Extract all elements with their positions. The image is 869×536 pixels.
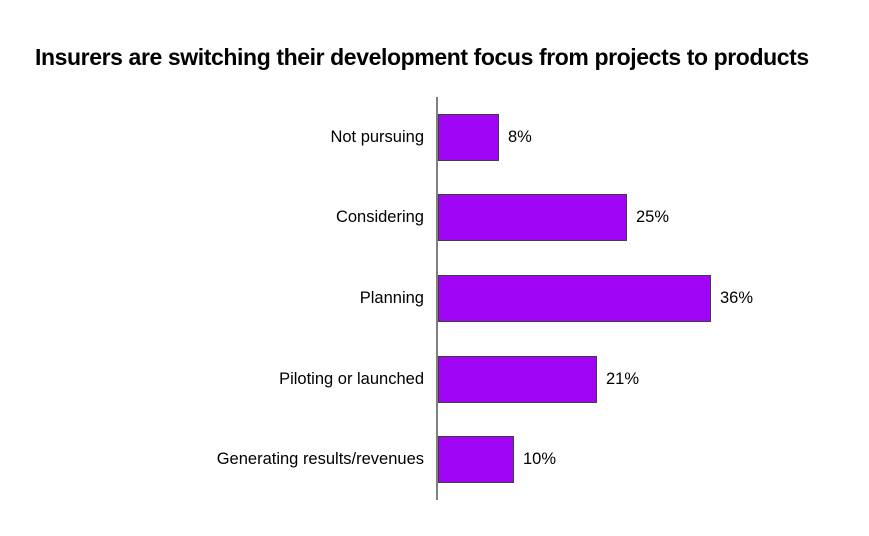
bar-row: Generating results/revenues 10% <box>0 419 869 500</box>
bar-rows: Not pursuing 8% Considering 25% Planning 36% P… <box>0 97 869 500</box>
bar-row: Not pursuing 8% <box>0 97 869 178</box>
value-label: 10% <box>523 450 557 469</box>
category-label: Generating results/revenues <box>216 450 424 469</box>
bar-track: 36% <box>438 274 869 322</box>
bar <box>438 355 597 403</box>
bar <box>438 274 711 322</box>
bar-track: 21% <box>438 355 869 403</box>
value-label: 21% <box>606 369 640 388</box>
category-label: Planning <box>359 288 424 307</box>
bar-track: 10% <box>438 436 869 484</box>
bar-track: 25% <box>438 194 869 242</box>
value-label: 36% <box>720 288 754 307</box>
category-label: Not pursuing <box>330 127 424 146</box>
bar <box>438 436 514 484</box>
category-label: Piloting or launched <box>279 369 424 388</box>
bar-row: Considering 25% <box>0 178 869 259</box>
value-label: 8% <box>508 127 532 146</box>
chart-title: Insurers are switching their development… <box>35 44 809 70</box>
bar-track: 8% <box>438 113 869 161</box>
plot-area: Not pursuing 8% Considering 25% Planning 36% P… <box>0 97 869 500</box>
category-label: Considering <box>335 208 424 227</box>
bar <box>438 194 627 242</box>
bar <box>438 113 499 161</box>
bar-row: Piloting or launched 21% <box>0 339 869 420</box>
y-axis-line <box>436 97 438 500</box>
bar-row: Planning 36% <box>0 258 869 339</box>
value-label: 25% <box>636 208 670 227</box>
